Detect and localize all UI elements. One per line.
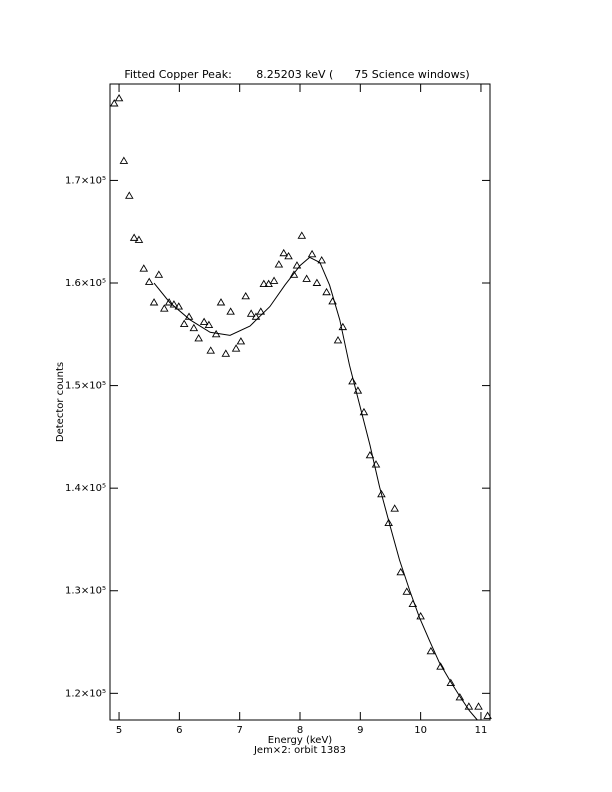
data-point [179,319,189,327]
data-point [359,407,369,416]
y-tick-label: 1.6×10⁵ [65,278,106,289]
data-point [221,349,231,357]
data-point [231,344,241,352]
data-point [312,278,322,286]
data-point [297,231,307,239]
data-point [119,156,129,164]
y-tick-label: 1.7×10⁵ [65,175,106,186]
data-point [446,678,456,687]
data-point [348,377,357,385]
data-point [189,323,199,332]
data-point [251,312,261,320]
x-tick-label: 8 [297,725,303,736]
y-tick-label: 1.4×10⁵ [65,483,106,494]
y-tick-label: 1.2×10⁵ [65,688,106,699]
data-point [149,298,159,306]
x-tick-label: 6 [176,725,182,736]
plot-frame [109,83,491,721]
data-point [284,251,293,260]
data-point [455,693,465,701]
data-point [194,334,203,342]
x-tick-label: 9 [357,725,363,736]
data-point [402,587,412,595]
data-point [144,277,154,285]
y-axis-label: Detector counts [55,362,66,442]
x-tick-label: 5 [116,725,122,736]
data-point [390,504,399,512]
x-tick-label: 10 [414,725,427,736]
data-point [236,337,246,345]
fit-curve [153,256,478,721]
data-point [322,287,331,296]
data-point [256,307,266,315]
y-tick-label: 1.3×10⁵ [65,586,106,597]
data-point [333,336,343,344]
data-point [160,304,169,312]
data-point [134,235,144,243]
data-point [206,346,216,354]
data-point [164,298,174,306]
data-point [109,99,119,107]
data-point [279,248,288,257]
y-tick-label: 1.5×10⁵ [65,381,106,392]
data-point [139,264,149,272]
data-point [154,270,164,278]
data-point [436,662,445,670]
data-point [199,317,209,325]
data-point [292,261,302,269]
data-point [241,291,250,300]
chart-title: Fitted Copper Peak: 8.25203 keV ( 75 Sci… [124,68,469,81]
data-point [216,298,226,306]
x-tick-label: 11 [475,725,488,736]
data-point [426,646,436,655]
data-point [377,489,386,498]
data-point [317,256,326,264]
data-point [259,279,269,287]
data-point [114,93,124,102]
data-point [384,518,393,526]
data-point [174,302,184,310]
data-point [302,274,311,282]
data-point [269,276,279,284]
data-point [307,249,317,258]
data-point [204,320,214,329]
data-point [289,270,299,278]
data-point [274,260,284,268]
x-tick-label: 7 [236,725,242,736]
data-point [474,702,483,710]
data-point [246,309,256,317]
data-point [125,191,134,199]
subtitle: Jem×2: orbit 1383 [253,745,346,756]
data-point [226,307,235,315]
x-axis-label: Energy (keV) [268,735,333,746]
data-point [483,711,492,719]
data-point [129,233,139,241]
data-point [396,567,406,576]
